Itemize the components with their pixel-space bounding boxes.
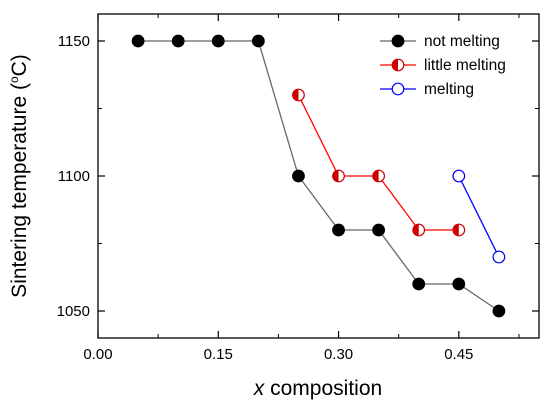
data-point [292, 169, 305, 183]
data-point-fill [332, 170, 339, 182]
data-point [211, 34, 225, 48]
data-point [412, 223, 426, 237]
legend-item: little melting [380, 57, 506, 74]
series-line [138, 40, 500, 312]
y-axis-title-unit: C) [8, 54, 31, 76]
legend-label: not melting [424, 33, 500, 50]
data-point [372, 169, 386, 183]
data-point [452, 223, 466, 237]
legend-item: not melting [380, 33, 500, 50]
legend-item: melting [380, 81, 474, 98]
data-point [332, 223, 345, 237]
y-axis-title: Sintering temperature (oC) [7, 54, 31, 298]
series-little-melting [292, 88, 466, 237]
data-point [452, 169, 466, 183]
legend-label: little melting [424, 57, 506, 74]
x-tick-label: 0.30 [324, 346, 353, 363]
data-point [492, 304, 506, 318]
data-point [251, 34, 265, 48]
x-tick-label: 0.00 [83, 346, 112, 363]
axis-tick-labels: 0.00 0.15 0.30 0.45 1050 1100 1150 [57, 33, 474, 363]
data-point-fill [292, 89, 299, 101]
legend: not melting little melting melting [380, 33, 506, 98]
data-point [492, 250, 506, 264]
data-point [412, 277, 426, 291]
x-axis-title-rest: composition [264, 377, 382, 400]
data-point [452, 277, 466, 291]
series-not-melting [131, 34, 506, 318]
legend-label: melting [424, 81, 474, 98]
data-point [332, 169, 345, 183]
legend-marker [391, 82, 405, 96]
x-axis-title: x composition [253, 377, 382, 400]
y-axis-title-degree: o [7, 76, 21, 83]
data-point-fill [412, 224, 419, 236]
y-tick-label: 1050 [57, 303, 90, 320]
data-point-fill [372, 170, 379, 182]
legend-marker [391, 34, 405, 48]
data-point [171, 34, 185, 48]
legend-marker [391, 58, 405, 72]
series-layer [131, 34, 506, 318]
y-tick-label: 1150 [58, 33, 90, 50]
axis-ticks [97, 14, 539, 338]
x-axis-title-variable: x [253, 377, 266, 400]
x-tick-label: 0.15 [204, 346, 233, 363]
data-point [292, 88, 305, 102]
data-point-fill [453, 224, 459, 236]
data-point [131, 34, 145, 48]
series-melting [452, 169, 506, 264]
y-axis-title-main: Sintering temperature ( [8, 83, 31, 298]
legend-marker-fill [392, 59, 398, 71]
series-line [458, 175, 500, 258]
x-tick-label: 0.45 [444, 346, 473, 363]
data-point [372, 223, 386, 237]
y-tick-label: 1100 [58, 168, 90, 185]
series-line [297, 94, 459, 231]
